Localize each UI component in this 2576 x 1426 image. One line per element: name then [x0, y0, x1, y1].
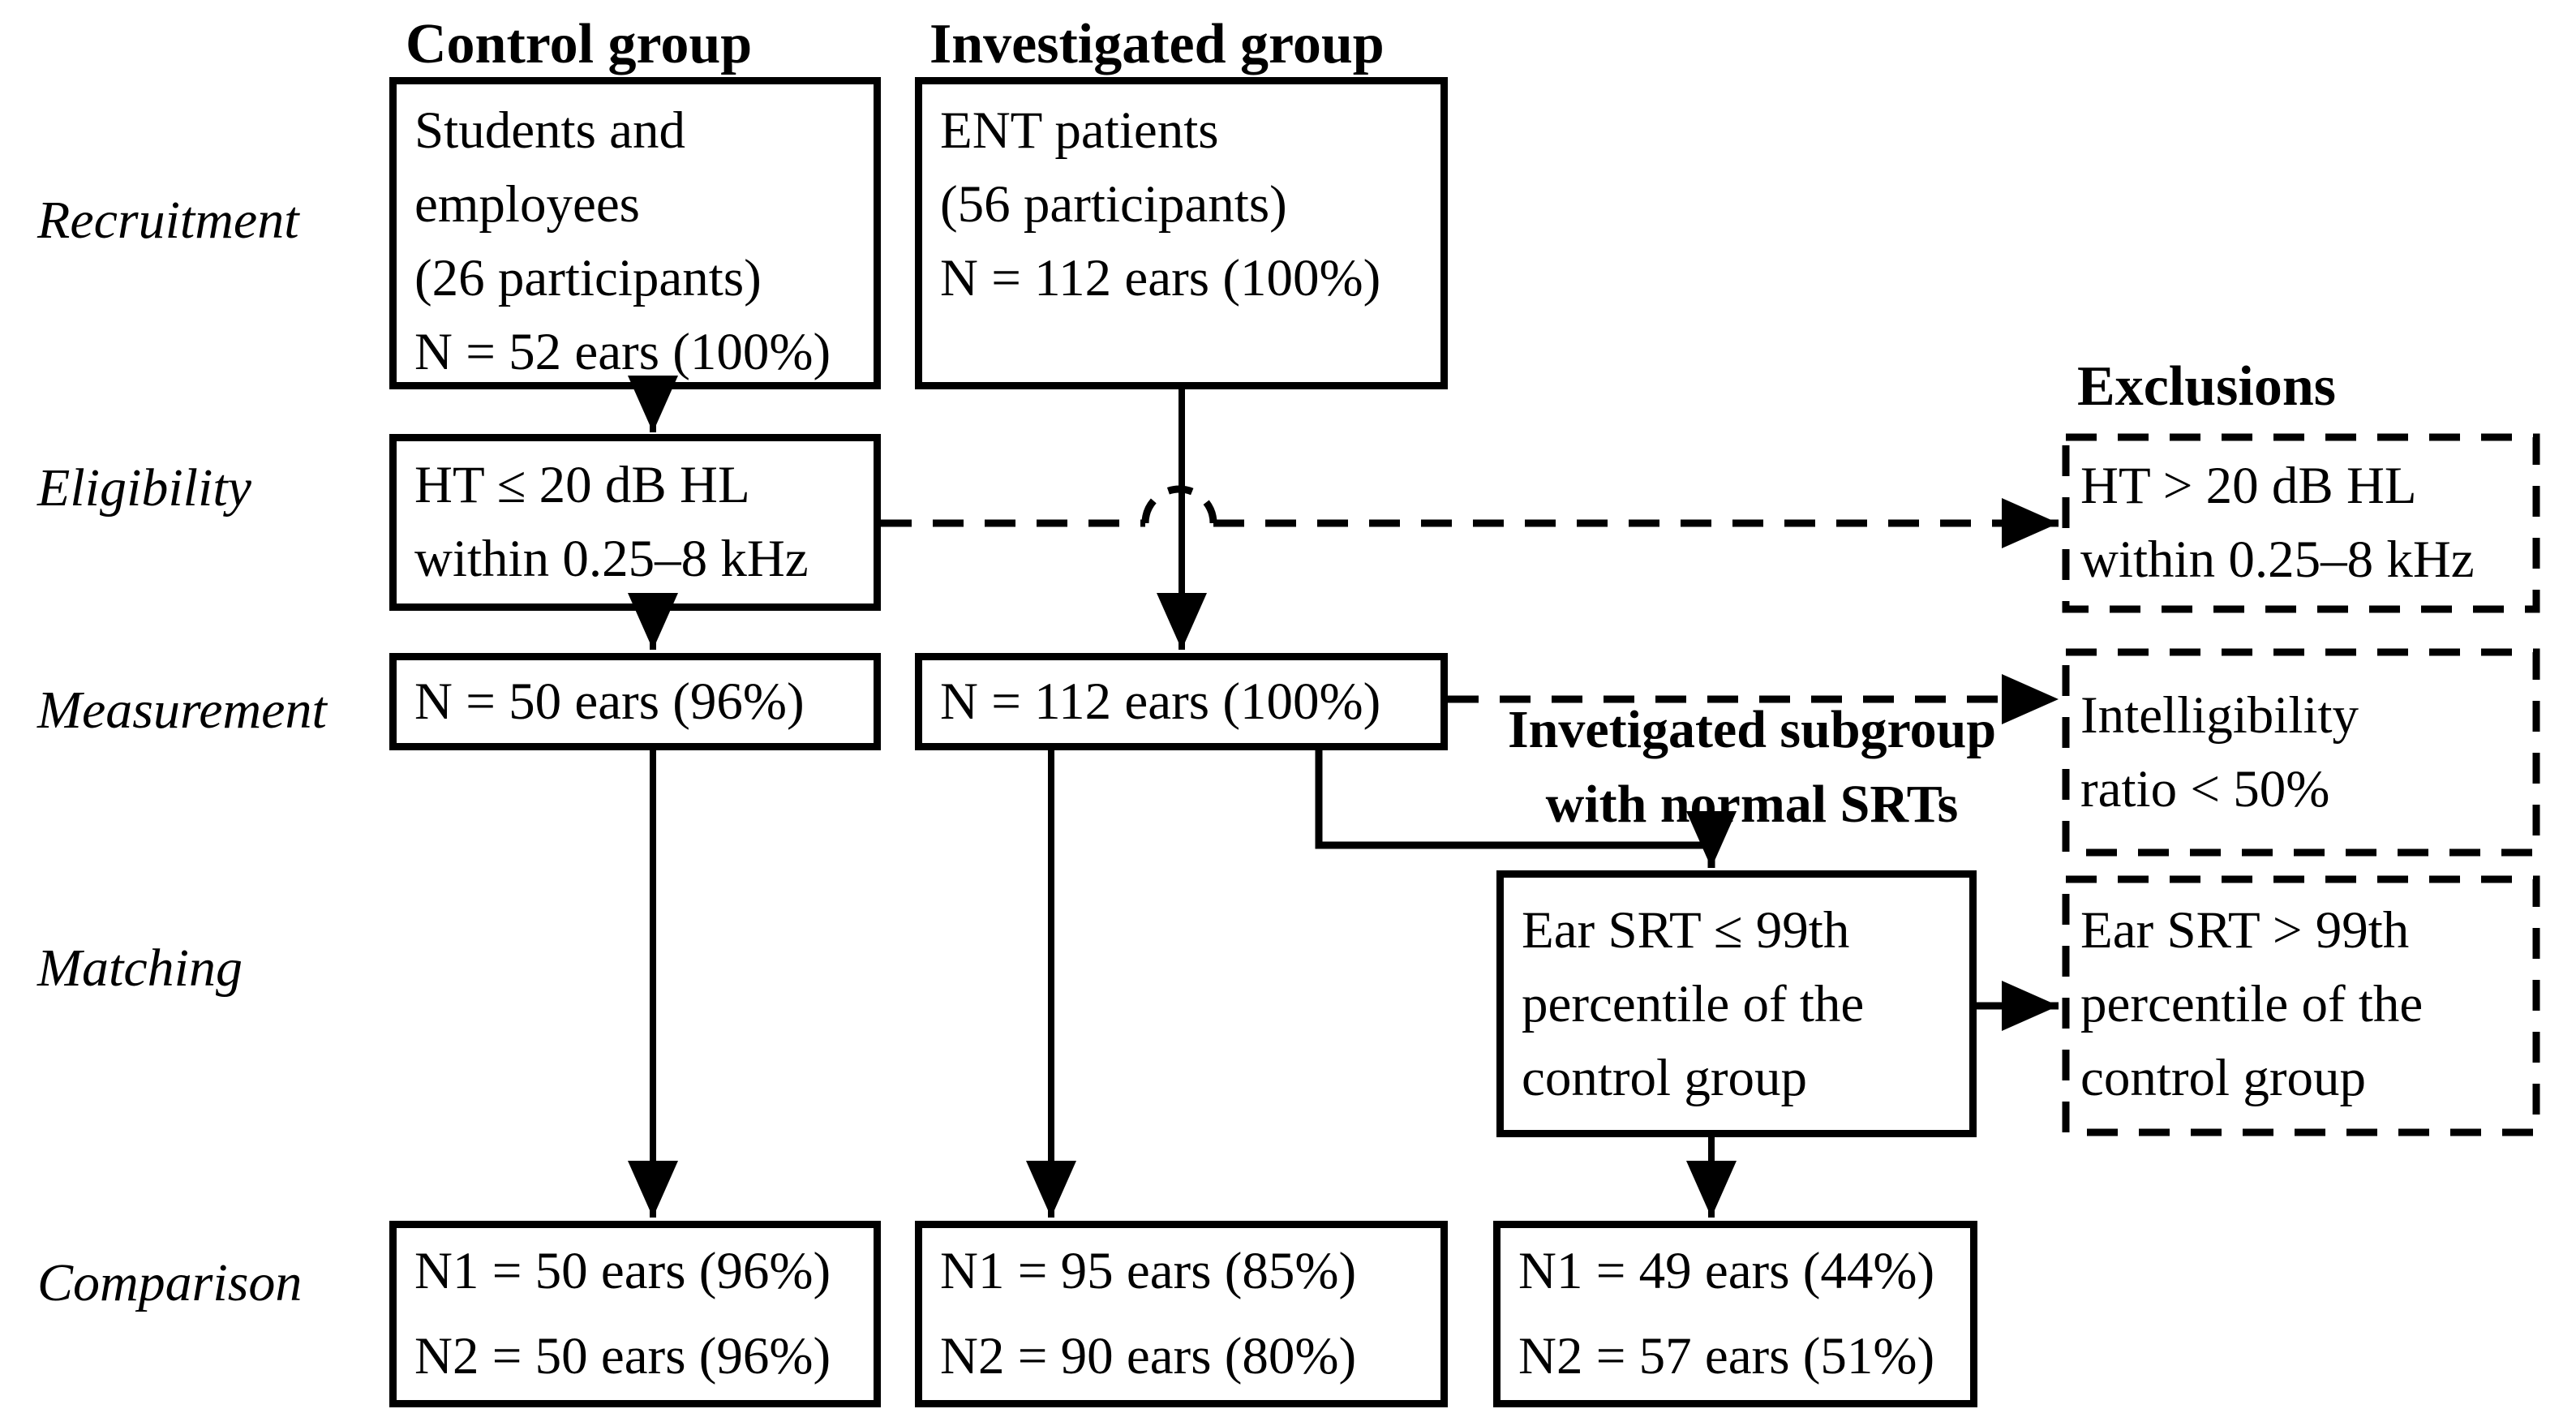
box-text-line: percentile of the — [1522, 975, 1865, 1033]
stage-label-matching: Matching — [37, 938, 243, 998]
box-text-line: within 0.25–8 kHz — [2080, 530, 2475, 589]
box-text-line: (26 participants) — [414, 249, 762, 307]
dashed-box-exclusion-intelligibility-border — [2062, 648, 2540, 857]
box-control-measurement: N = 50 ears (96%) — [389, 653, 881, 750]
box-text-line: N1 = 50 ears (96%) — [414, 1241, 831, 1300]
box-text-line: ENT patients — [940, 101, 1219, 160]
box-text-line: (56 participants) — [940, 175, 1287, 234]
subgroup-caption: Invetigated subgroup with normal SRTs — [1460, 693, 2044, 843]
box-text-line: within 0.25–8 kHz — [414, 530, 809, 588]
box-text-line: control group — [2080, 1049, 2367, 1107]
dashed-box-exclusion-ht-border — [2062, 433, 2540, 613]
box-text-line: employees — [414, 175, 640, 234]
box-text-line: Ear SRT ≤ 99th — [1522, 901, 1850, 960]
subgroup-caption-line: Invetigated subgroup — [1507, 700, 1997, 759]
subgroup-caption-line: with normal SRTs — [1545, 775, 1959, 835]
box-comparison-control: N1 = 50 ears (96%) N2 = 50 ears (96%) — [389, 1221, 881, 1407]
box-comparison-investigated: N1 = 95 ears (85%) N2 = 90 ears (80%) — [915, 1221, 1448, 1407]
box-text-line: N2 = 90 ears (80%) — [940, 1327, 1357, 1385]
box-text-line: N = 112 ears (100%) — [940, 672, 1381, 731]
box-exclusion-ht: HT > 20 dB HL within 0.25–8 kHz — [2063, 434, 2540, 612]
box-exclusion-srt: Ear SRT > 99th percentile of the control… — [2063, 876, 2540, 1136]
crossover-hop-arc — [1141, 485, 1217, 524]
box-text-line: control group — [1522, 1049, 1808, 1107]
box-text-line: N1 = 95 ears (85%) — [940, 1241, 1357, 1300]
box-investigated-recruitment: ENT patients (56 participants) N = 112 e… — [915, 77, 1448, 389]
box-control-recruitment: Students and employees (26 participants)… — [389, 77, 881, 389]
dashed-box-exclusion-srt-border — [2062, 875, 2540, 1136]
exclusions-header: Exclusions — [2077, 355, 2336, 418]
stage-label-comparison: Comparison — [37, 1253, 303, 1312]
arrow-elbow-measurement-to-matching — [1315, 750, 1737, 868]
stage-label-recruitment: Recruitment — [37, 191, 299, 250]
box-text-line: Ear SRT > 99th — [2080, 901, 2410, 960]
box-text-line: N = 50 ears (96%) — [414, 672, 805, 731]
box-matching-criterion: Ear SRT ≤ 99th percentile of the control… — [1496, 870, 1977, 1137]
box-investigated-measurement: N = 112 ears (100%) — [915, 653, 1448, 750]
box-text-line: Intelligibility — [2080, 685, 2359, 745]
stage-label-measurement: Measurement — [37, 681, 327, 740]
box-eligibility-criterion: HT ≤ 20 dB HL within 0.25–8 kHz — [389, 434, 881, 611]
box-text-line: HT ≤ 20 dB HL — [414, 456, 750, 514]
box-text-line: N = 112 ears (100%) — [940, 249, 1381, 307]
box-text-line: N2 = 50 ears (96%) — [414, 1327, 831, 1385]
box-text-line: Students and — [414, 101, 686, 160]
box-text-line: N1 = 49 ears (44%) — [1518, 1241, 1935, 1300]
box-text-line: percentile of the — [2080, 975, 2424, 1033]
column-header-investigated: Investigated group — [930, 13, 1385, 75]
box-exclusion-intelligibility: Intelligibility ratio < 50% — [2063, 649, 2540, 856]
box-text-line: N2 = 57 ears (51%) — [1518, 1327, 1935, 1385]
box-text-line: N = 52 ears (100%) — [414, 323, 831, 381]
column-header-control: Control group — [406, 13, 753, 75]
box-text-line: HT > 20 dB HL — [2080, 457, 2417, 515]
box-text-line: ratio < 50% — [2080, 759, 2330, 818]
box-comparison-subgroup: N1 = 49 ears (44%) N2 = 57 ears (51%) — [1493, 1221, 1977, 1407]
stage-label-eligibility: Eligibility — [37, 458, 251, 518]
